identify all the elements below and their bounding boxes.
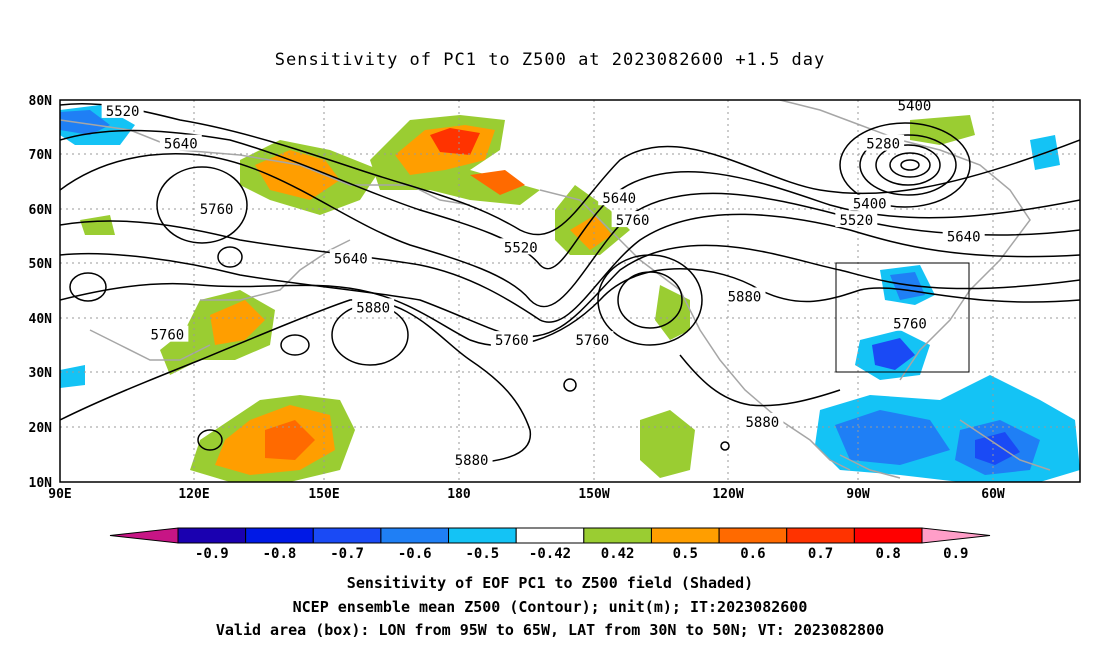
contour-label: 5760 [151, 328, 185, 344]
colorbar-swatch [245, 527, 314, 544]
contour-label: 5640 [602, 191, 636, 207]
contour-label-bg [889, 314, 931, 331]
footer-line-2: NCEP ensemble mean Z500 (Contour); unit(… [292, 598, 808, 616]
colorbar-swatch [786, 527, 855, 544]
colorbar-swatch [515, 527, 585, 544]
contour-label-bg [835, 211, 878, 228]
lat-label: 20N [29, 421, 53, 436]
contour-label: 5880 [455, 453, 489, 469]
contour-label-bg [598, 189, 641, 206]
contour-label: 5400 [853, 197, 887, 213]
contour-label: 5760 [495, 333, 529, 349]
colorbar-swatch [177, 527, 247, 544]
colorbar-swatch [448, 527, 517, 544]
contour-label: 5640 [947, 229, 981, 245]
colorbar-swatch [312, 527, 382, 544]
valid-area-box [835, 262, 970, 373]
colorbar-label: 0.42 [601, 546, 635, 562]
contour-label: 5760 [576, 333, 610, 349]
lat-label: 10N [29, 476, 53, 491]
colorbar-label: 0.7 [808, 546, 833, 562]
contour-label: 5760 [200, 202, 234, 218]
contour-label-bg [862, 134, 905, 151]
contour-label-bg [490, 331, 533, 348]
contour-label-bg [450, 451, 493, 468]
lon-axis: 90E 120E 150E 180 150W 120W 90W 60W [48, 487, 1005, 502]
contour-label-bg [571, 331, 614, 348]
colorbar-label: -0.5 [466, 546, 500, 562]
lat-label: 50N [29, 257, 53, 272]
contour-label-bg [942, 227, 985, 244]
lat-axis: 80N 70N 60N 50N 40N 30N 20N 10N [29, 94, 53, 491]
contour-label-bg [741, 412, 784, 429]
contour-label-bg [848, 194, 891, 211]
map-frame [59, 99, 1081, 483]
contour-label-bg [101, 101, 144, 118]
colorbar-swatch [380, 527, 450, 544]
colorbar-label: -0.8 [263, 546, 297, 562]
lon-label: 120W [712, 487, 743, 502]
colorbar-label: 0.5 [673, 546, 698, 562]
contour-label: 5880 [356, 300, 390, 316]
colorbar-swatch [718, 527, 788, 544]
contour-label: 5640 [164, 137, 198, 153]
contour-label: 5880 [728, 289, 762, 305]
colorbar-label: -0.7 [330, 546, 364, 562]
lon-label: 180 [447, 487, 471, 502]
coastlines [60, 100, 1051, 479]
contour-label: 5760 [893, 317, 927, 333]
contour-label: 5520 [839, 213, 873, 229]
contour-label: 5640 [334, 251, 368, 267]
contour-label-bg [893, 100, 936, 113]
lon-label: 120E [178, 487, 209, 502]
gridlines [60, 100, 1080, 482]
contour-label-bg [352, 298, 395, 315]
colorbar-label: 0.6 [740, 546, 765, 562]
contour-label: 5880 [746, 415, 780, 431]
lon-label: 90E [48, 487, 71, 502]
contour-label: 5520 [106, 104, 140, 120]
colorbar-low-triangle [109, 527, 179, 544]
footer-line-1: Sensitivity of EOF PC1 to Z500 field (Sh… [346, 574, 754, 592]
colorbar [109, 527, 991, 544]
colorbar-swatch [650, 527, 720, 544]
contour-label: 5400 [898, 98, 932, 114]
contour-label-bg [329, 249, 372, 266]
contour-label: 5280 [866, 137, 900, 153]
lon-label: 150E [308, 487, 339, 502]
lat-label: 80N [29, 94, 53, 109]
sensitivity-map: 5520 5640 5760 5640 5880 5760 5880 5760 5520 5640… [29, 94, 1081, 562]
contour-label-bg [611, 211, 654, 228]
colorbar-label: 0.8 [876, 546, 901, 562]
lat-label: 70N [29, 148, 53, 163]
contour-label-bg [195, 200, 238, 217]
map-title: Sensitivity of PC1 to Z500 at 2023082600… [274, 50, 826, 70]
contour-label-bg [723, 287, 766, 304]
contour-label: 5520 [504, 240, 538, 256]
lat-label: 30N [29, 366, 53, 381]
lat-label: 60N [29, 203, 53, 218]
contour-labels: 5520 5640 5760 5640 5880 5760 5880 5760 5520 5640… [101, 98, 985, 469]
colorbar-swatch [583, 527, 652, 544]
lon-label: 150W [578, 487, 609, 502]
footer-line-3: Valid area (box): LON from 95W to 65W, L… [215, 621, 885, 639]
lon-label: 90W [846, 487, 870, 502]
lat-label: 40N [29, 312, 53, 327]
lon-label: 60W [981, 487, 1005, 502]
colorbar-label: -0.6 [398, 546, 432, 562]
colorbar-label: 0.9 [943, 546, 968, 562]
contour-label-bg [499, 238, 542, 255]
contour-label-bg [159, 134, 202, 151]
colorbar-label: -0.9 [195, 546, 229, 562]
colorbar-high-triangle [921, 527, 991, 544]
colorbar-swatch [853, 527, 923, 544]
colorbar-labels: -0.9 -0.8 -0.7 -0.6 -0.5 -0.42 0.42 0.5 0.6 0.7 0.… [195, 546, 969, 562]
contour-label: 5760 [616, 213, 650, 229]
contour-label-bg [146, 325, 189, 342]
colorbar-label: -0.42 [529, 546, 571, 562]
positive-sensitivity-shading [80, 115, 975, 482]
